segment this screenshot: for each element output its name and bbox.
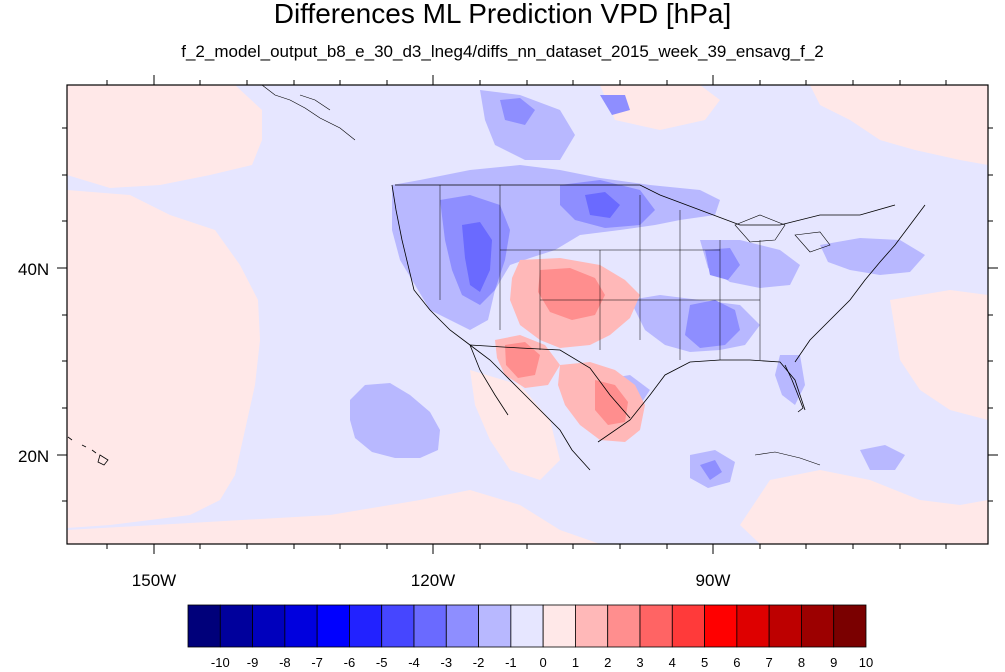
alaska-coast [261, 84, 356, 141]
colorbar-swatch [349, 604, 383, 648]
cuba [754, 451, 821, 466]
colorbar-swatch [316, 604, 350, 648]
colorbar-label: -3 [441, 655, 453, 670]
colorbar-labels: -10 -9 -8 -7 -6 -5 -4 -3 -2 -1 0 1 2 3 4 5 6 7 8 9 10 [211, 655, 873, 670]
colorbar-swatch [575, 604, 609, 648]
lat-label-40n: 40N [18, 260, 49, 279]
hawaii [67, 436, 109, 466]
florida [784, 364, 804, 413]
colorbar-swatch [252, 604, 286, 648]
lon-label-120w: 120W [411, 571, 455, 590]
colorbar-label: 7 [766, 655, 773, 670]
colorbar-label: 5 [701, 655, 708, 670]
colorbar-swatch [704, 604, 738, 648]
colorbar-label: -9 [247, 655, 259, 670]
map-subtitle: f_2_model_output_b8_e_30_d3_lneg4/diffs_… [181, 42, 824, 61]
map-title: Differences ML Prediction VPD [hPa] [273, 0, 732, 29]
colorbar-label: 1 [572, 655, 579, 670]
colorbar-label: -1 [505, 655, 517, 670]
lon-ticks [106, 75, 947, 554]
colorbar-swatch [381, 604, 415, 648]
colorbar-label: 3 [636, 655, 643, 670]
colorbar-swatch [187, 604, 221, 648]
colorbar-label: 4 [669, 655, 676, 670]
colorbar-swatch [445, 604, 479, 648]
lon-label-90w: 90W [696, 571, 731, 590]
colorbar-swatch [736, 604, 770, 648]
colorbar-label: -10 [211, 655, 230, 670]
colorbar-label: -7 [311, 655, 323, 670]
colorbar-label: 6 [733, 655, 740, 670]
colorbar-label: 0 [540, 655, 547, 670]
colorbar-swatch [413, 604, 447, 648]
state-lines [439, 185, 761, 360]
colorbar-swatch [768, 604, 802, 648]
colorbar-label: -8 [279, 655, 291, 670]
lon-label-150w: 150W [132, 571, 176, 590]
lat-label-20n: 20N [18, 447, 49, 466]
colorbar-swatch [219, 604, 253, 648]
positive-regions-medium [505, 268, 628, 425]
colorbar-label: -5 [376, 655, 388, 670]
canada-border [395, 184, 896, 226]
colorbar-label: -6 [344, 655, 356, 670]
weak-positive-regions [67, 85, 988, 544]
colorbar-swatch [607, 604, 641, 648]
colorbar-label: 8 [798, 655, 805, 670]
colorbar-label: -2 [473, 655, 485, 670]
lat-ticks [57, 127, 998, 502]
colorbar-swatch [671, 604, 705, 648]
colorbar-label: -4 [408, 655, 420, 670]
great-lakes [734, 214, 831, 253]
colorbar-swatch [478, 604, 512, 648]
colorbar [187, 604, 867, 648]
east-coast [794, 204, 926, 363]
colorbar-label: 2 [604, 655, 611, 670]
colorbar-swatch [639, 604, 673, 648]
colorbar-swatch [284, 604, 318, 648]
colorbar-label: 10 [859, 655, 873, 670]
colorbar-swatch [510, 604, 544, 648]
colorbar-swatch [542, 604, 576, 648]
mexico-border [469, 344, 631, 419]
negative-regions-strong [462, 192, 620, 292]
map-outlines [67, 84, 926, 471]
colorbar-label: 9 [830, 655, 837, 670]
colorbar-swatch [833, 604, 867, 648]
baja [469, 344, 509, 416]
map-field [67, 85, 988, 544]
colorbar-swatch [801, 604, 835, 648]
